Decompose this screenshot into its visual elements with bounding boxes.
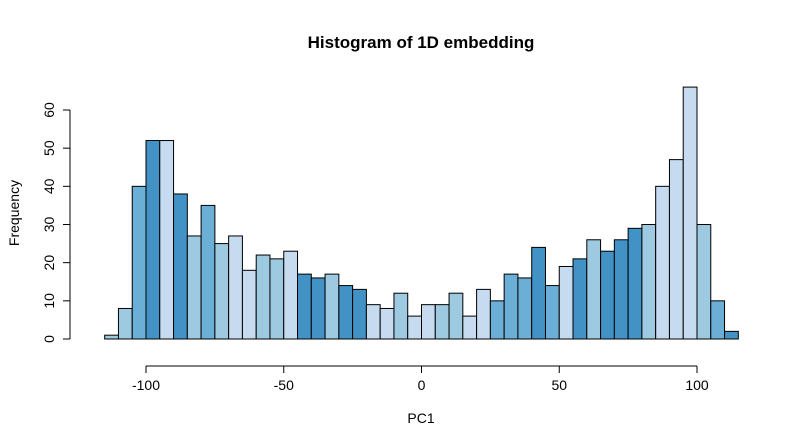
x-tick-label: 0	[418, 377, 426, 393]
histogram-bar	[558, 265, 574, 340]
y-axis-label: Frequency	[6, 180, 22, 246]
y-tick-label: 60	[41, 102, 57, 118]
x-tick-label: 100	[685, 377, 709, 393]
histogram-bar	[117, 307, 133, 340]
histogram-bar	[352, 288, 367, 340]
y-tick-label: 20	[41, 255, 57, 271]
x-tick-label: 50	[551, 377, 567, 393]
histogram-bar	[379, 307, 395, 340]
y-tick-label: 30	[41, 217, 57, 233]
histogram-bar	[434, 304, 450, 340]
y-tick-label: 50	[41, 140, 57, 156]
histogram-bar	[613, 239, 629, 340]
histogram-bar	[173, 193, 188, 340]
histogram-bar	[283, 250, 299, 340]
histogram-bar	[228, 235, 243, 340]
histogram-bar	[214, 243, 230, 340]
histogram-bar	[145, 140, 161, 340]
histogram-bar	[682, 86, 698, 340]
histogram-bar	[241, 269, 257, 340]
histogram-bar	[338, 285, 354, 340]
x-tick-label: -50	[274, 377, 294, 393]
x-axis: -100 -50 0 50 100	[132, 365, 709, 393]
histogram-bar	[586, 239, 602, 340]
histogram-bar	[476, 288, 491, 340]
histogram-bar	[572, 258, 588, 340]
histogram-bar	[131, 185, 147, 340]
y-tick-label: 40	[41, 178, 57, 194]
x-tick-label: -100	[132, 377, 160, 393]
histogram-bar	[365, 304, 381, 340]
histogram-bar	[269, 258, 285, 340]
histogram-bar	[696, 224, 712, 340]
histogram-bar	[503, 273, 519, 340]
y-tick-label: 10	[41, 293, 57, 309]
histogram-bar	[448, 292, 464, 340]
bars-group	[104, 86, 739, 340]
histogram-bar	[186, 235, 202, 340]
histogram-bar	[407, 315, 423, 340]
x-axis-label: PC1	[407, 410, 434, 426]
histogram-bar	[297, 273, 312, 340]
histogram-bar	[324, 273, 340, 340]
histogram-bar	[724, 330, 739, 340]
y-axis: 0 10 20 30 40 50 60	[41, 102, 71, 343]
chart-title: Histogram of 1D embedding	[308, 33, 535, 52]
histogram-bar	[393, 292, 409, 340]
histogram-bar	[531, 246, 546, 340]
histogram-bar	[710, 300, 726, 340]
histogram-bar	[655, 185, 670, 340]
histogram-bar	[627, 227, 643, 340]
histogram-bar	[200, 204, 216, 340]
histogram-bar	[462, 315, 478, 340]
histogram-bar	[544, 285, 560, 340]
histogram-bar	[668, 159, 684, 340]
histogram-bar	[421, 304, 436, 340]
histogram-bar	[159, 140, 175, 340]
histogram-bar	[489, 300, 505, 340]
histogram-bar	[104, 334, 119, 340]
y-tick-label: 0	[41, 335, 57, 343]
histogram-bar	[255, 254, 271, 340]
histogram-bar	[641, 224, 657, 340]
histogram-bar	[517, 277, 533, 340]
histogram-bar	[600, 250, 615, 340]
histogram-bar	[310, 277, 326, 340]
